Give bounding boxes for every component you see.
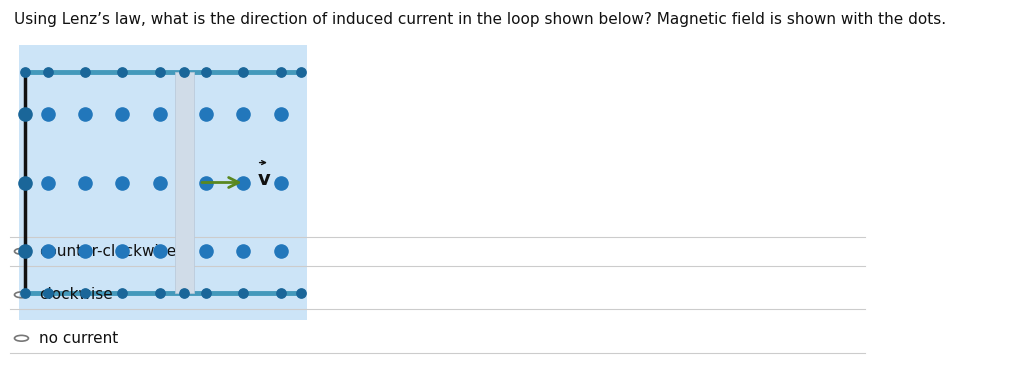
Point <box>39 249 55 254</box>
Point <box>235 111 251 116</box>
Point <box>16 249 33 254</box>
Point <box>152 111 168 116</box>
Point <box>235 249 251 254</box>
Point <box>293 290 310 296</box>
Point <box>115 249 131 254</box>
Text: no current: no current <box>39 331 118 346</box>
Text: clockwise: clockwise <box>39 287 113 302</box>
Point <box>198 249 214 254</box>
Point <box>115 290 131 296</box>
Point <box>235 69 251 75</box>
Point <box>77 180 93 185</box>
Point <box>115 69 131 75</box>
Point <box>235 290 251 296</box>
Point <box>273 249 289 254</box>
Point <box>273 69 289 75</box>
Point <box>235 180 251 185</box>
Point <box>77 249 93 254</box>
Point <box>198 290 214 296</box>
Point <box>198 69 214 75</box>
Point <box>273 180 289 185</box>
Point <box>16 111 33 116</box>
Point <box>39 180 55 185</box>
Text: $\mathbf{v}$: $\mathbf{v}$ <box>256 170 271 189</box>
Point <box>198 111 214 116</box>
Point <box>152 69 168 75</box>
Point <box>176 290 193 296</box>
Point <box>39 69 55 75</box>
Point <box>115 111 131 116</box>
Point <box>77 290 93 296</box>
Point <box>152 249 168 254</box>
Bar <box>18 45 306 320</box>
Point <box>16 69 33 75</box>
Point <box>273 290 289 296</box>
Point <box>16 180 33 185</box>
Bar <box>175 72 194 293</box>
Point <box>77 111 93 116</box>
Point <box>198 180 214 185</box>
Point <box>293 69 310 75</box>
Point <box>115 180 131 185</box>
Point <box>39 290 55 296</box>
Point <box>176 69 193 75</box>
Text: Using Lenz’s law, what is the direction of induced current in the loop shown bel: Using Lenz’s law, what is the direction … <box>14 12 947 27</box>
Point <box>152 180 168 185</box>
Point <box>152 290 168 296</box>
Point <box>273 111 289 116</box>
Point <box>39 111 55 116</box>
Point <box>77 69 93 75</box>
Point <box>16 290 33 296</box>
Text: counter-clockwise: counter-clockwise <box>39 244 176 259</box>
